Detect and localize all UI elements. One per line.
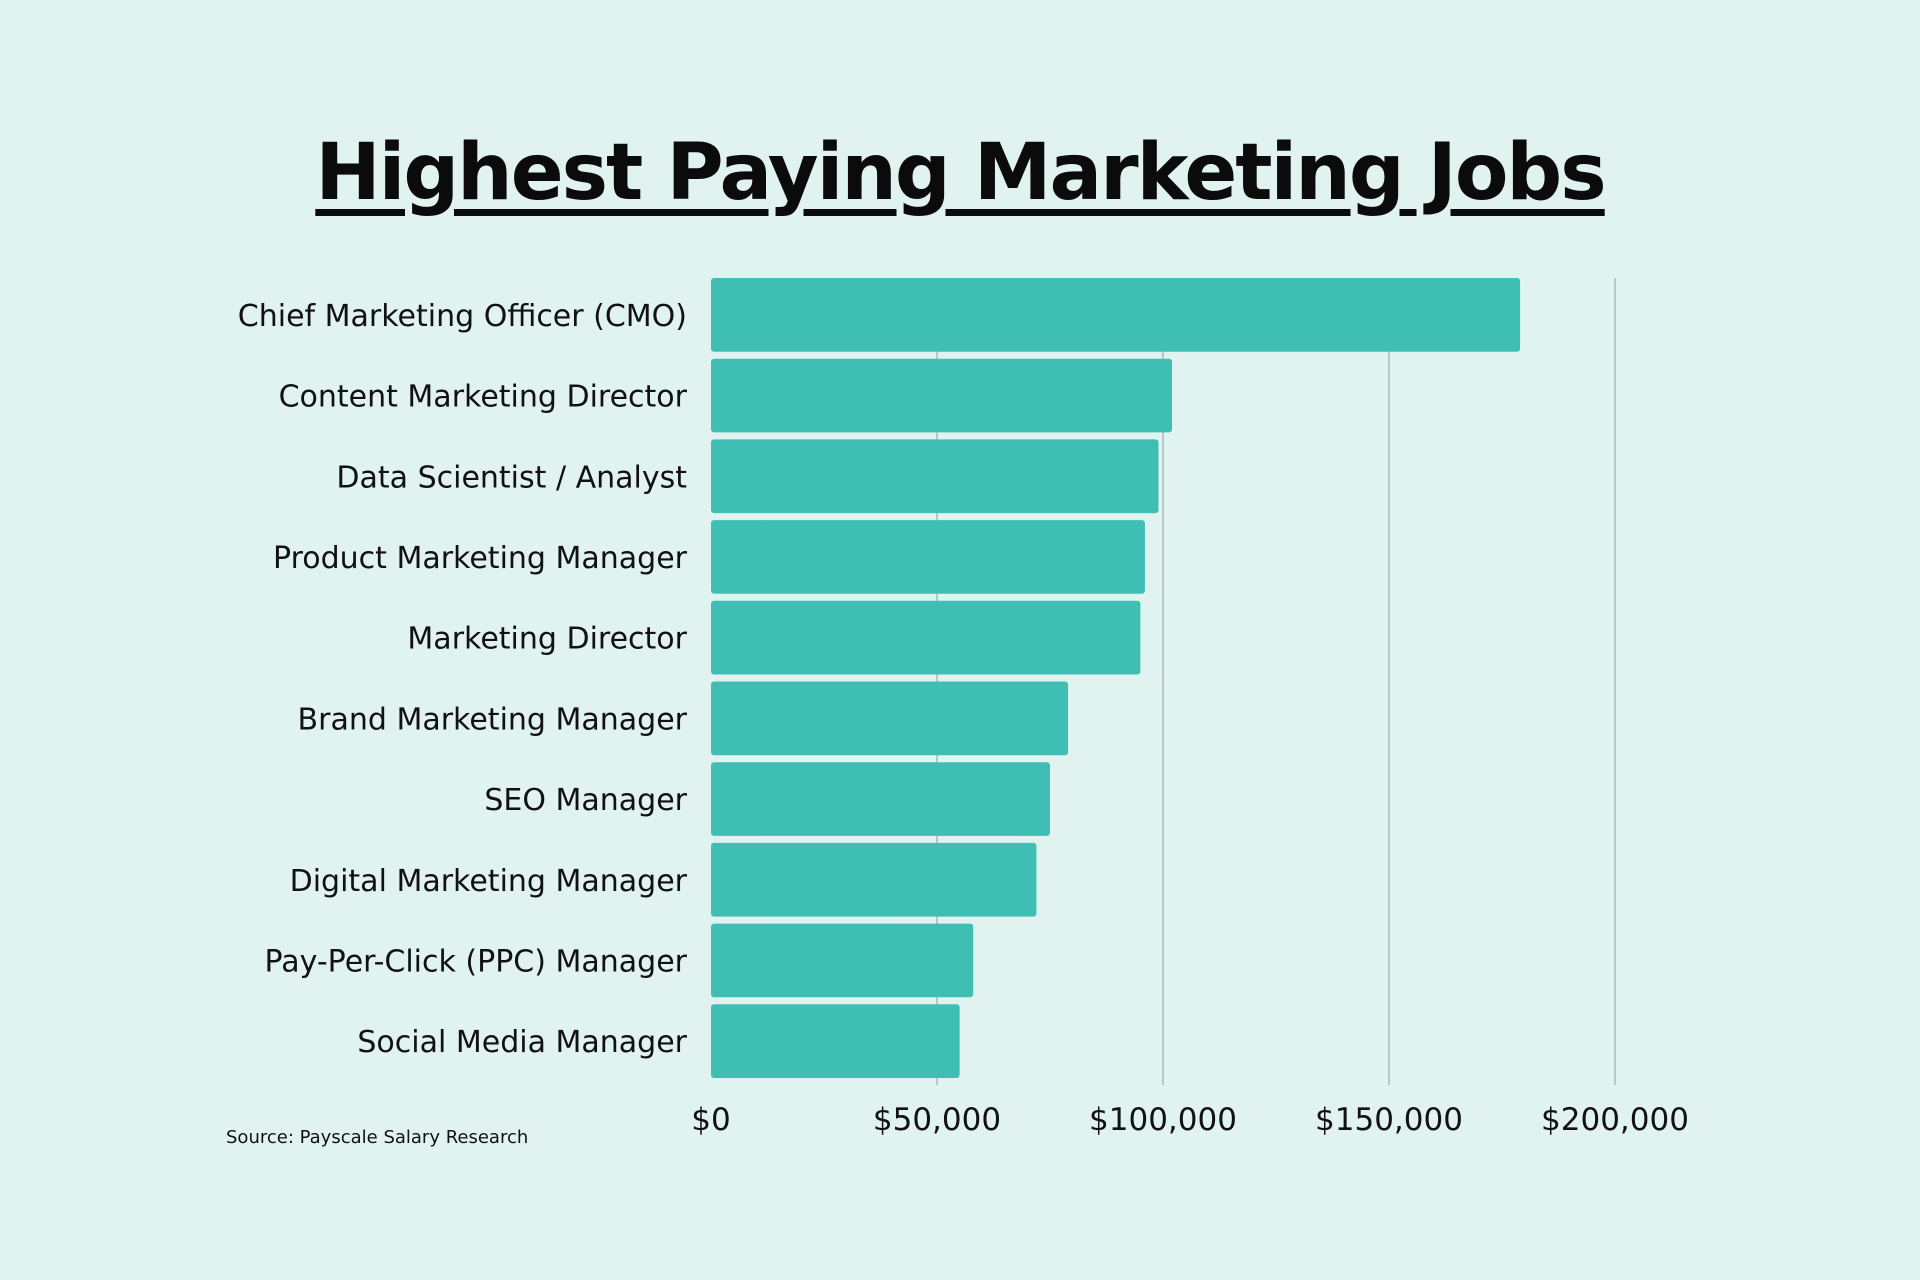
bar xyxy=(711,923,974,998)
bar xyxy=(711,520,1145,594)
bar xyxy=(711,439,1159,514)
category-label: Data Scientist / Analyst xyxy=(336,460,687,495)
category-label: Social Media Manager xyxy=(357,1025,687,1060)
category-label: Brand Marketing Manager xyxy=(298,702,688,737)
x-tick-label: $50,000 xyxy=(873,1102,1001,1138)
bar xyxy=(711,842,1037,917)
x-tick-label: $200,000 xyxy=(1541,1102,1689,1138)
category-label: Digital Marketing Manager xyxy=(290,864,688,899)
category-label: Product Marketing Manager xyxy=(273,541,688,576)
bar xyxy=(711,681,1069,756)
category-label: Content Marketing Director xyxy=(279,380,688,415)
bars xyxy=(711,278,1521,1078)
category-label: Marketing Director xyxy=(407,622,687,657)
category-label: Chief Marketing Officer (CMO) xyxy=(238,299,687,334)
x-tick-labels: $0 $50,000 $100,000 $150,000 $200,000 xyxy=(691,1102,1689,1138)
x-tick-label: $100,000 xyxy=(1089,1102,1237,1138)
category-label: SEO Manager xyxy=(484,783,687,818)
chart-title: Highest Paying Marketing Jobs xyxy=(315,128,1606,218)
category-labels: Chief Marketing Officer (CMO) Content Mar… xyxy=(238,299,688,1060)
bar xyxy=(711,762,1050,836)
source-note: Source: Payscale Salary Research xyxy=(226,1127,529,1148)
x-tick-label: $0 xyxy=(691,1102,730,1138)
bar xyxy=(711,600,1141,675)
category-label: Pay-Per-Click (PPC) Manager xyxy=(265,944,688,979)
bar xyxy=(711,358,1173,433)
bar xyxy=(711,278,1521,352)
x-tick-label: $150,000 xyxy=(1315,1102,1463,1138)
bar xyxy=(711,1004,960,1078)
